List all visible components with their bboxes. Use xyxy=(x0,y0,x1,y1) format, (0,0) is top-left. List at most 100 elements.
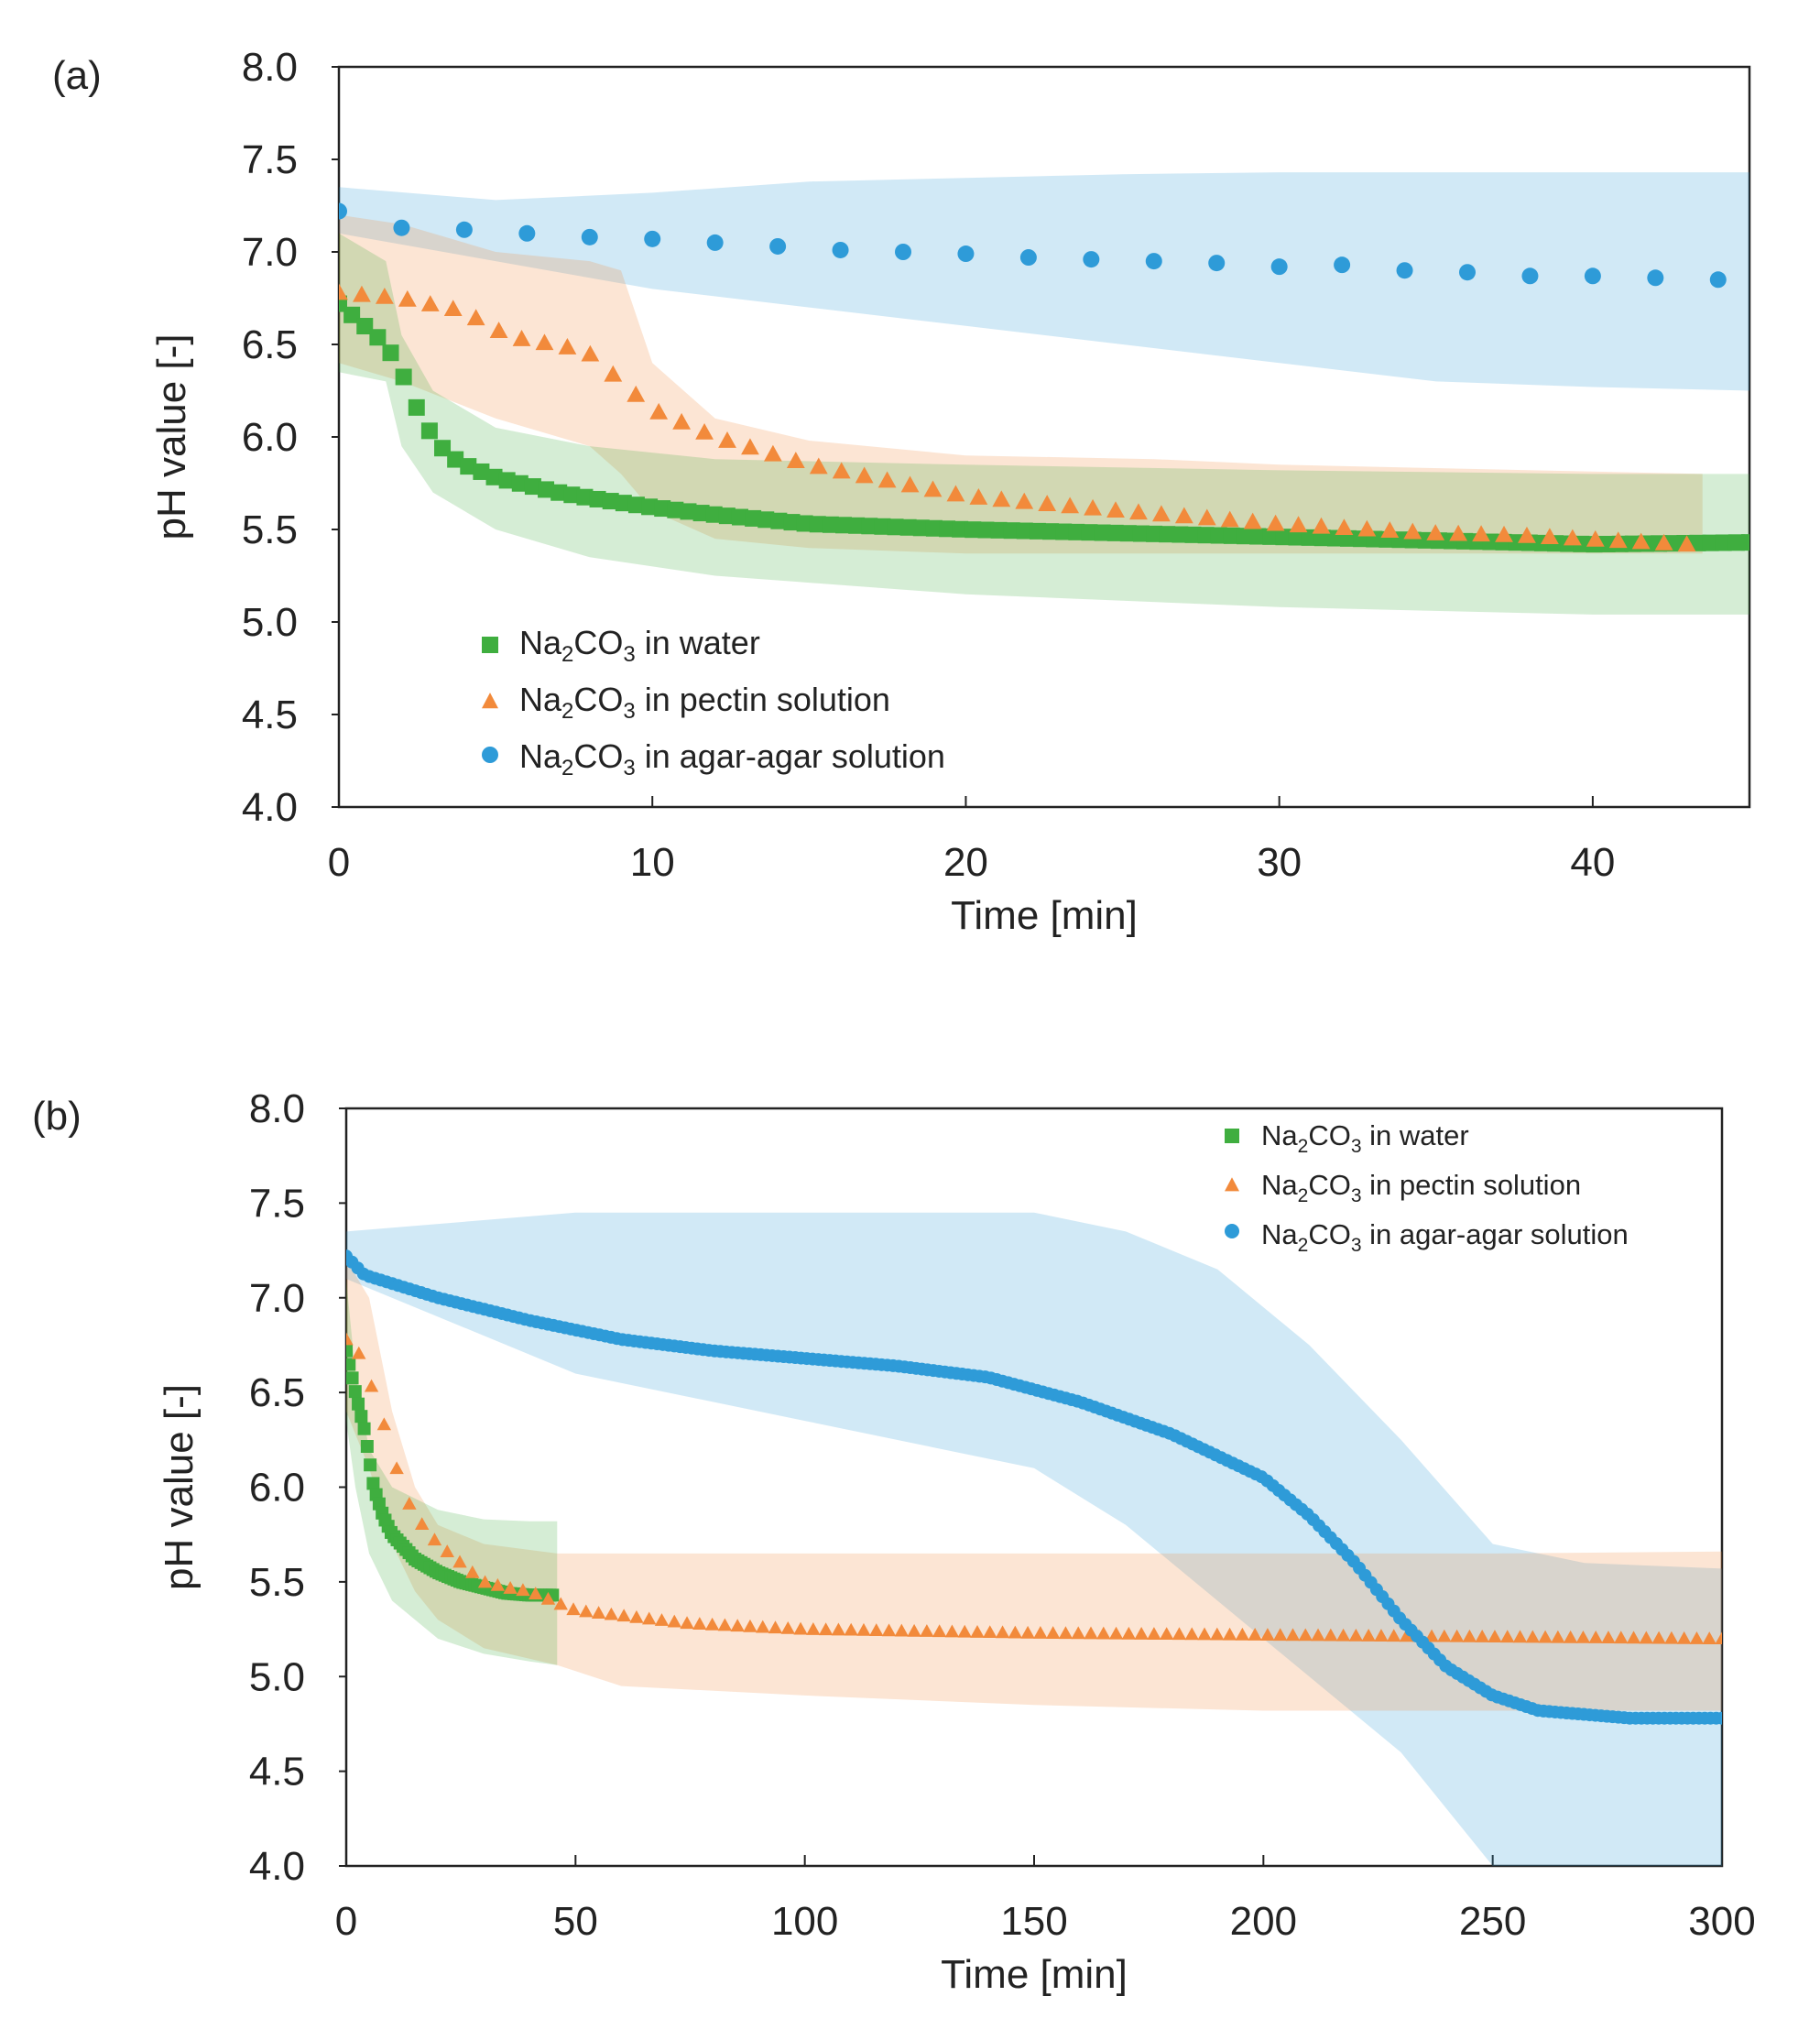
data-point xyxy=(434,440,452,457)
data-point xyxy=(1055,523,1073,540)
x-axis-title: Time [min] xyxy=(941,1952,1128,1997)
data-point xyxy=(524,478,541,496)
x-tick-label: 40 xyxy=(1570,840,1615,885)
data-point xyxy=(1208,255,1226,272)
data-point xyxy=(1462,1629,1477,1642)
data-point xyxy=(1521,267,1539,285)
data-point xyxy=(1626,1631,1641,1644)
data-point xyxy=(591,1606,606,1619)
data-point xyxy=(1298,1628,1313,1642)
x-tick-label: 200 xyxy=(1230,1899,1297,1944)
data-point xyxy=(581,344,600,362)
data-point xyxy=(589,490,606,507)
series-pectin xyxy=(339,283,1696,552)
data-point xyxy=(389,1461,404,1475)
data-point xyxy=(1084,1626,1098,1640)
x-tick-label: 20 xyxy=(943,840,988,885)
data-point xyxy=(440,1544,454,1558)
data-point xyxy=(1108,1626,1124,1640)
data-point xyxy=(1449,1629,1465,1642)
data-point xyxy=(1019,249,1037,267)
legend-marker xyxy=(482,747,498,763)
data-point xyxy=(957,1624,972,1638)
data-point xyxy=(783,514,801,531)
data-point xyxy=(1727,534,1745,551)
data-point xyxy=(1335,1628,1351,1642)
data-point xyxy=(770,512,788,529)
data-point xyxy=(566,1602,581,1616)
data-point xyxy=(641,498,659,516)
x-tick-label: 50 xyxy=(553,1899,598,1944)
plot-area xyxy=(339,172,1749,615)
data-point xyxy=(1702,534,1719,551)
data-point xyxy=(1262,528,1280,545)
data-point xyxy=(855,466,874,484)
data-point xyxy=(346,1332,354,1346)
data-point xyxy=(1121,1626,1137,1640)
series-agar xyxy=(339,202,1727,289)
data-point xyxy=(1380,521,1400,538)
data-point xyxy=(352,1397,365,1411)
data-point xyxy=(465,1565,480,1578)
data-point xyxy=(957,245,975,263)
data-point xyxy=(1387,1629,1401,1642)
data-point xyxy=(745,509,762,527)
data-point xyxy=(1096,1626,1111,1640)
data-point xyxy=(1071,1626,1085,1640)
data-point xyxy=(1651,1631,1666,1644)
data-point xyxy=(939,520,956,538)
data-point xyxy=(348,1385,362,1399)
data-point xyxy=(1715,1631,1722,1645)
data-point xyxy=(1437,1629,1452,1642)
legend-marker xyxy=(1225,1224,1239,1238)
data-point xyxy=(1426,524,1445,540)
legend-marker xyxy=(482,637,498,653)
data-point xyxy=(1068,523,1085,540)
y-tick-label: 5.0 xyxy=(242,600,298,645)
data-point xyxy=(1525,1630,1541,1643)
data-point xyxy=(369,329,387,346)
data-point xyxy=(680,1616,694,1630)
legend-label: Na2CO3 in water xyxy=(1261,1119,1469,1157)
x-tick-label: 150 xyxy=(1000,1899,1067,1944)
data-point xyxy=(1563,1630,1578,1643)
y-tick-label: 6.0 xyxy=(249,1466,305,1511)
data-point xyxy=(1472,525,1490,542)
data-point xyxy=(1676,1631,1692,1644)
data-point xyxy=(881,1623,897,1637)
data-point xyxy=(366,1477,380,1490)
data-point xyxy=(1134,1626,1149,1640)
data-point xyxy=(1702,1631,1716,1644)
data-point xyxy=(1159,1627,1174,1641)
data-point xyxy=(806,1622,821,1635)
data-point xyxy=(809,516,826,533)
data-point xyxy=(1495,525,1513,542)
y-tick-label: 7.0 xyxy=(242,230,298,275)
data-point xyxy=(983,1625,997,1639)
data-point xyxy=(1151,505,1171,522)
data-point xyxy=(1348,1628,1364,1642)
data-point xyxy=(1598,535,1616,552)
data-point xyxy=(1361,1629,1376,1642)
data-point xyxy=(402,1497,417,1510)
panel-label: (a) xyxy=(52,53,102,98)
data-point xyxy=(604,1607,619,1620)
data-point xyxy=(946,485,965,502)
data-point xyxy=(887,518,904,536)
data-point xyxy=(856,1622,871,1636)
data-point xyxy=(822,516,839,533)
data-point xyxy=(1210,1627,1225,1641)
data-point xyxy=(964,521,982,539)
legend-marker xyxy=(1225,1177,1239,1192)
legend-item-pectin: Na2CO3 in pectin solution xyxy=(1225,1169,1581,1206)
data-point xyxy=(1715,534,1732,551)
y-tick-label: 7.5 xyxy=(242,137,298,182)
data-point xyxy=(420,422,438,440)
data-point xyxy=(730,1619,745,1632)
data-point xyxy=(990,521,1008,539)
data-point xyxy=(1584,267,1601,285)
data-point xyxy=(818,1622,834,1636)
data-point xyxy=(1083,251,1100,268)
data-point xyxy=(356,318,374,335)
